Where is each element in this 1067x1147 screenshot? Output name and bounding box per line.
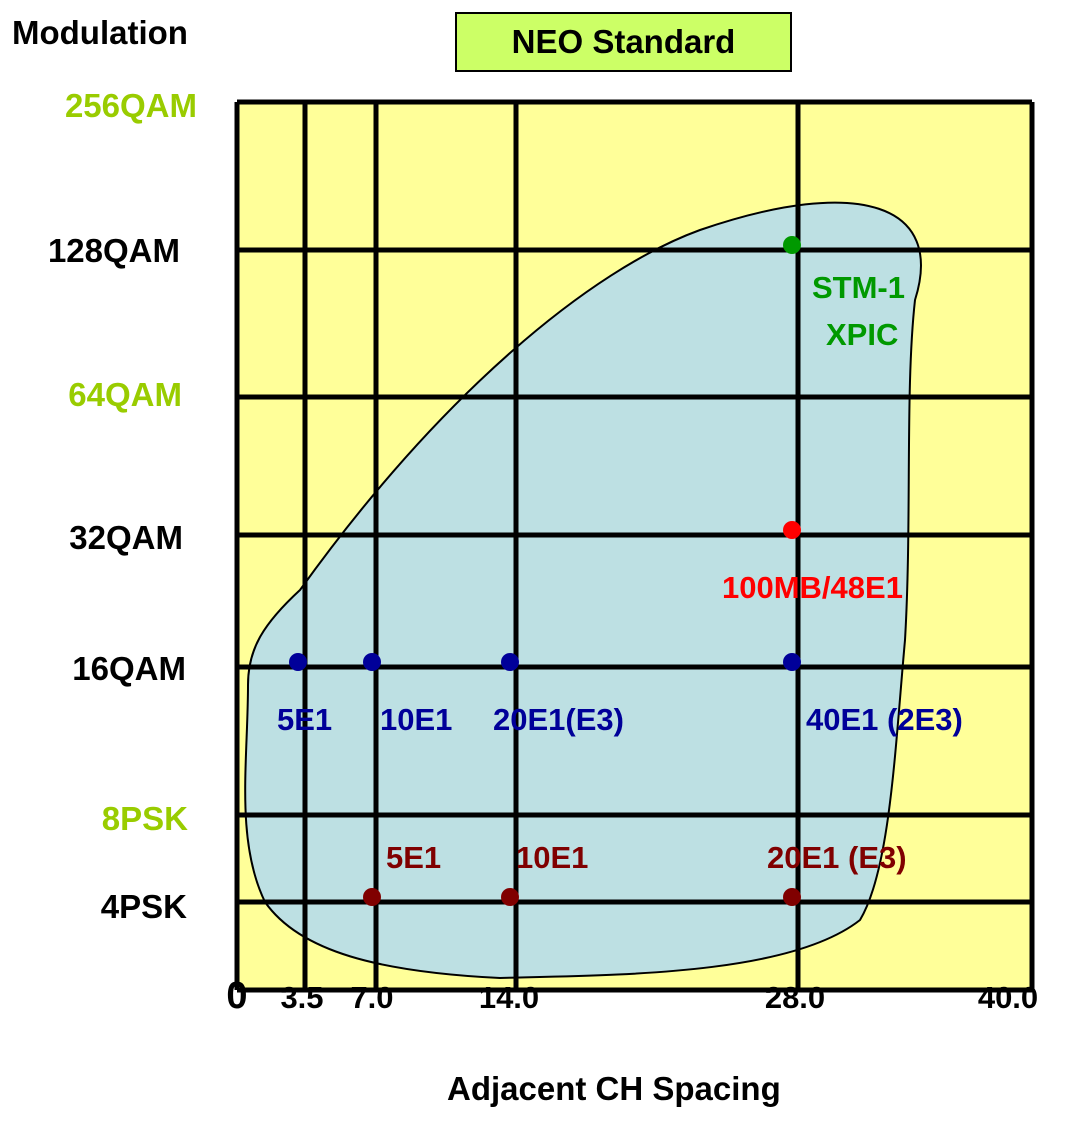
point-label-stm-1-xpic: STM-1 XPIC (812, 270, 905, 352)
y-tick-label-8psk: 8PSK (102, 800, 188, 837)
y-tick-label-64qam: 64QAM (68, 376, 182, 413)
data-point-100mb-48e1 (783, 521, 801, 539)
data-point-20e1-e3 (501, 653, 519, 671)
x-tick-label-28-0: 28.0 (765, 980, 825, 1015)
point-label-100mb-48e1: 100MB/48E1 (722, 570, 903, 605)
y-tick-label-32qam: 32QAM (69, 519, 183, 556)
x-tick-label-7-0: 7.0 (350, 980, 393, 1015)
data-point-5e1 (363, 888, 381, 906)
x-tick-label-3-5: 3.5 (280, 980, 323, 1015)
point-label-5e1: 5E1 (386, 840, 441, 875)
point-label-20e1-e3: 20E1(E3) (493, 702, 624, 737)
y-axis-title: Modulation (12, 14, 188, 51)
point-label-20e1-e3: 20E1 (E3) (767, 840, 907, 875)
data-point-stm-1-xpic (783, 236, 801, 254)
point-label-10e1: 10E1 (380, 702, 452, 737)
point-label-40e1-2e3: 40E1 (2E3) (806, 702, 963, 737)
y-tick-labels: 256QAM 128QAM 64QAM 32QAM 16QAM 8PSK 4PSK (48, 87, 197, 925)
point-label-5e1: 5E1 (277, 702, 332, 737)
x-tick-label-14-0: 14.0 (479, 980, 539, 1015)
chart-title: NEO Standard (455, 12, 792, 72)
data-point-40e1-2e3 (783, 653, 801, 671)
y-tick-label-4psk: 4PSK (101, 888, 187, 925)
x-axis-title: Adjacent CH Spacing (447, 1070, 781, 1107)
x-tick-label-0: 0 (226, 975, 247, 1017)
y-tick-label-16qam: 16QAM (72, 650, 186, 687)
point-labels: STM-1 XPIC 100MB/48E1 5E1 10E1 20E1(E3) 40E1 (… (277, 270, 963, 875)
data-point-10e1 (501, 888, 519, 906)
x-tick-labels: 0 3.5 7.0 14.0 28.0 40.0 (226, 975, 1038, 1017)
data-point-20e1-e3 (783, 888, 801, 906)
y-tick-label-128qam: 128QAM (48, 232, 180, 269)
data-point-10e1 (363, 653, 381, 671)
x-tick-label-40-0: 40.0 (978, 980, 1038, 1015)
y-tick-label-256qam: 256QAM (65, 87, 197, 124)
data-points (289, 236, 801, 906)
point-label-10e1: 10E1 (516, 840, 588, 875)
data-point-5e1 (289, 653, 307, 671)
